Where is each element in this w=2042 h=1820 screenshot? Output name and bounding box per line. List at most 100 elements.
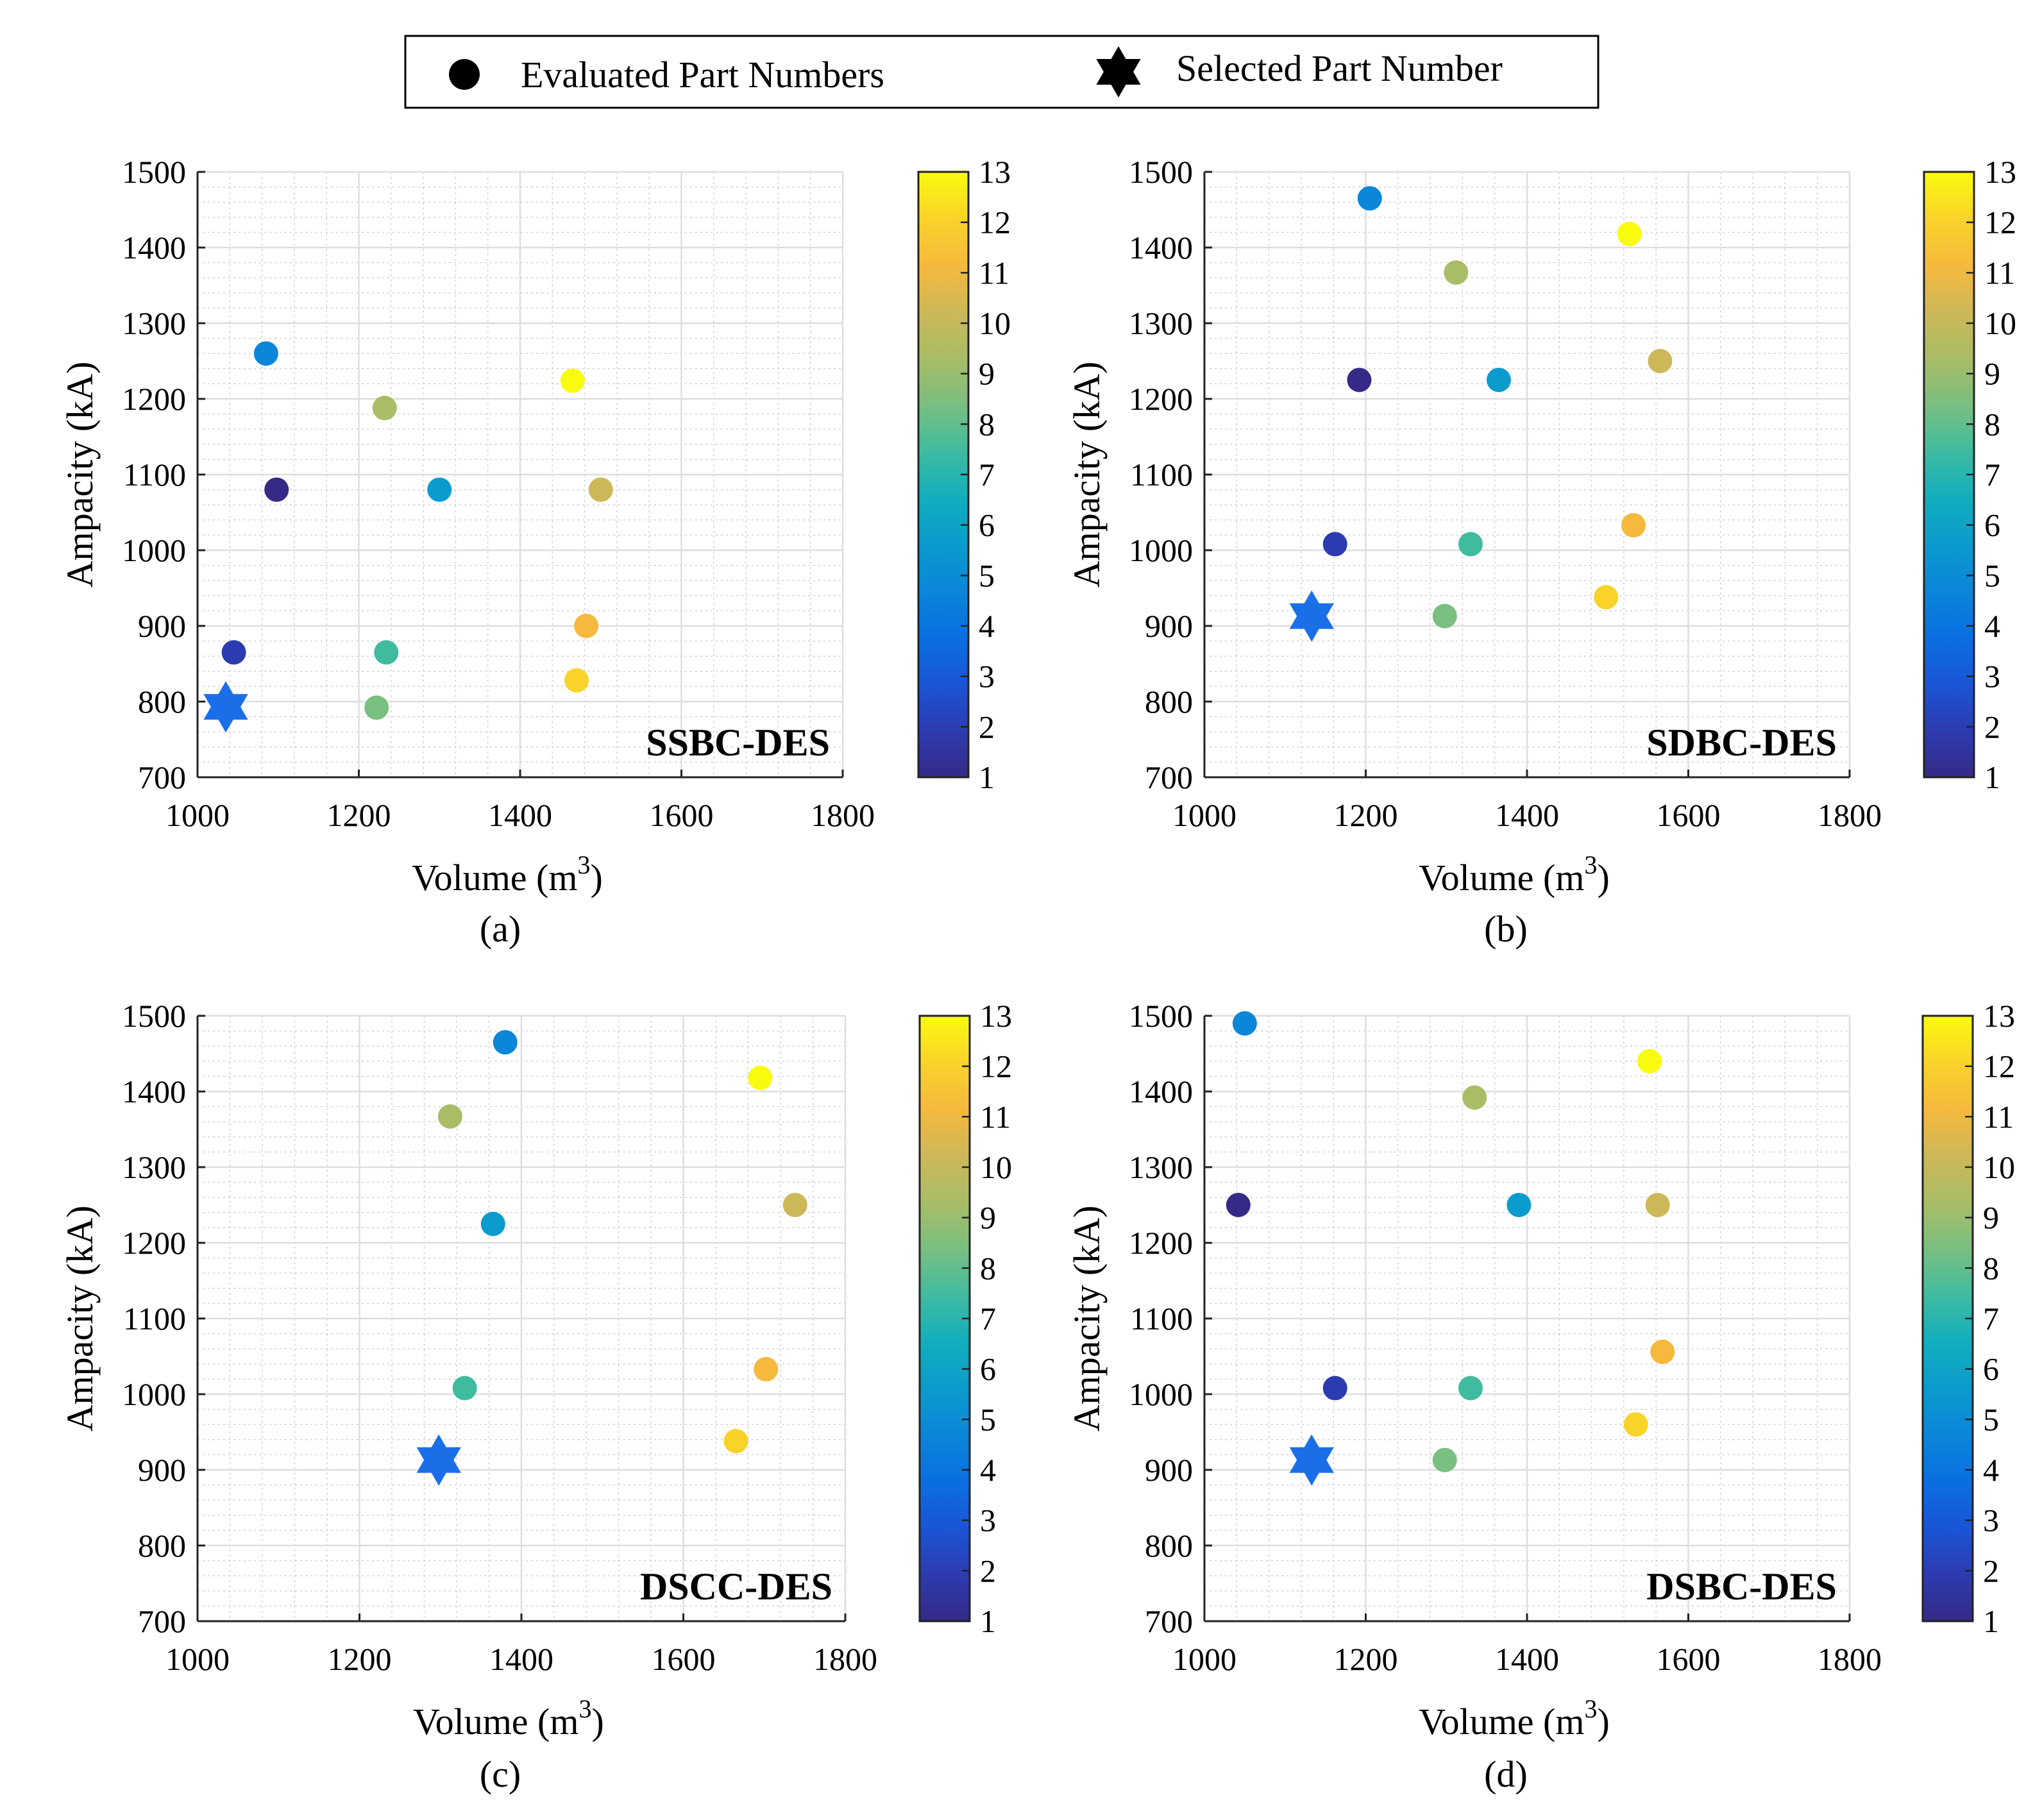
x-tick-label: 1200 bbox=[1334, 1641, 1398, 1677]
panel-title: SDBC-DES bbox=[1646, 721, 1837, 764]
colorbar-tick-label: 1 bbox=[979, 759, 995, 795]
colorbar-tick-label: 6 bbox=[980, 1351, 996, 1387]
colorbar-tick-label: 6 bbox=[979, 507, 995, 543]
x-axis-label: Volume (m3) bbox=[1419, 850, 1610, 898]
colorbar-tick-label: 6 bbox=[1984, 507, 2000, 543]
colorbar-tick-label: 13 bbox=[1983, 998, 2015, 1034]
colorbar-tick-label: 5 bbox=[1983, 1401, 1999, 1437]
x-tick-label: 1800 bbox=[811, 797, 875, 833]
x-axis-label: Volume (m3) bbox=[413, 1694, 604, 1742]
x-tick-label: 1000 bbox=[165, 797, 230, 833]
data-point bbox=[253, 341, 278, 366]
colorbar-tick-label: 12 bbox=[1983, 1049, 2015, 1084]
data-point bbox=[1322, 1376, 1347, 1401]
data-point bbox=[493, 1030, 518, 1055]
y-tick-label: 800 bbox=[138, 1528, 186, 1563]
data-point bbox=[452, 1376, 477, 1401]
data-point bbox=[754, 1357, 779, 1382]
selected-point-star bbox=[416, 1434, 461, 1486]
colorbar-tick-label: 3 bbox=[1983, 1503, 1999, 1538]
colorbar-tick-label: 4 bbox=[1983, 1452, 1999, 1488]
y-tick-label: 1000 bbox=[122, 532, 186, 568]
x-axis-label-end: ) bbox=[1597, 1701, 1609, 1742]
y-tick-label: 700 bbox=[1145, 759, 1193, 795]
colorbar-tick-label: 2 bbox=[980, 1553, 996, 1588]
y-tick-label: 1400 bbox=[122, 230, 186, 265]
chart-panel-1: 1000 1200 1400 1600 1800 700 800 900 1000 1100 120… bbox=[59, 154, 1011, 950]
colorbar-tick-label: 11 bbox=[979, 255, 1009, 291]
colorbar-tick-label: 4 bbox=[979, 608, 995, 644]
colorbar-tick-label: 1 bbox=[980, 1603, 996, 1639]
y-tick-label: 1000 bbox=[1129, 1376, 1193, 1412]
colorbar-tick-label: 8 bbox=[1983, 1250, 1999, 1286]
colorbar-tick-label: 10 bbox=[1984, 305, 2016, 341]
data-point bbox=[1458, 532, 1483, 557]
y-tick-label: 900 bbox=[138, 608, 186, 644]
colorbar-tick-label: 7 bbox=[1984, 457, 2000, 493]
panels: 1000 1200 1400 1600 180070080090010001100120… bbox=[59, 154, 2016, 1795]
panel-title: DSCC-DES bbox=[640, 1565, 832, 1608]
panel-title: SSBC-DES bbox=[646, 721, 830, 764]
x-tick-label: 1600 bbox=[1657, 1641, 1721, 1677]
colorbar-tick-label: 9 bbox=[1984, 356, 2000, 392]
colorbar-tick-label: 12 bbox=[979, 205, 1011, 240]
data-point bbox=[374, 640, 399, 665]
data-point bbox=[1226, 1193, 1251, 1217]
colorbar-tick-label: 5 bbox=[979, 557, 995, 593]
y-tick-label: 1000 bbox=[1129, 532, 1193, 568]
data-point bbox=[1637, 1049, 1662, 1074]
chart-panel-4: 1000 1200 1400 1600 1800 700 800 900 1000 1100 120… bbox=[1066, 998, 2015, 1795]
colorbar-tick-label: 8 bbox=[1984, 406, 2000, 442]
legend-selected-label: Selected Part Number bbox=[1176, 47, 1503, 89]
data-points bbox=[437, 1030, 807, 1454]
data-point bbox=[1462, 1085, 1487, 1110]
colorbar-tick-label: 2 bbox=[1983, 1553, 1999, 1588]
y-tick-label: 1200 bbox=[122, 381, 186, 417]
colorbar-tick-label: 4 bbox=[1984, 608, 2000, 644]
x-tick-label: 1400 bbox=[488, 797, 552, 833]
x-axis-label-main: Volume (m bbox=[1419, 857, 1584, 898]
x-tick-label: 1600 bbox=[650, 797, 714, 833]
legend-evaluated-label: Evaluated Part Numbers bbox=[521, 54, 884, 96]
data-point bbox=[427, 477, 452, 502]
y-tick-label: 1200 bbox=[122, 1225, 186, 1261]
selected-point-star bbox=[1289, 1434, 1334, 1486]
y-tick-label: 1400 bbox=[1129, 230, 1193, 265]
colorbar-tick-label: 3 bbox=[1984, 659, 2000, 695]
colorbar-tick-label: 2 bbox=[1984, 709, 2000, 745]
colorbar-tick-label: 10 bbox=[1983, 1149, 2015, 1185]
data-point bbox=[1357, 186, 1382, 211]
colorbar-tick-label: 13 bbox=[979, 154, 1011, 190]
data-point bbox=[1347, 367, 1372, 392]
colorbar-tick-label: 5 bbox=[1984, 557, 2000, 593]
data-point bbox=[1486, 367, 1511, 392]
y-tick-label: 1100 bbox=[123, 1301, 186, 1336]
y-tick-label: 1500 bbox=[1129, 154, 1193, 190]
x-axis-label-end: ) bbox=[1597, 857, 1609, 898]
data-point bbox=[1432, 1447, 1457, 1472]
y-axis-label: Ampacity (kA) bbox=[59, 362, 101, 588]
y-tick-label: 1100 bbox=[1130, 457, 1193, 493]
colorbar-tick-label: 9 bbox=[1983, 1200, 1999, 1236]
y-tick-label: 1300 bbox=[1129, 305, 1193, 341]
colorbar-tick-label: 7 bbox=[979, 457, 995, 493]
colorbar-tick-label: 5 bbox=[980, 1401, 996, 1437]
colorbar-tick-label: 10 bbox=[980, 1149, 1012, 1185]
colorbar-tick-label: 3 bbox=[979, 659, 995, 695]
y-tick-label: 800 bbox=[1145, 1528, 1193, 1563]
legend: Evaluated Part Numbers Selected Part Num… bbox=[404, 35, 1599, 109]
y-tick-label: 1400 bbox=[122, 1074, 186, 1109]
colorbar-tick-label: 1 bbox=[1983, 1603, 1999, 1639]
data-point bbox=[372, 396, 397, 421]
colorbar-tick-label: 12 bbox=[980, 1049, 1012, 1084]
x-axis-label: Volume (m3) bbox=[1419, 1694, 1610, 1742]
y-tick-label: 1000 bbox=[122, 1376, 186, 1412]
colorbar-tick-label: 13 bbox=[980, 998, 1012, 1034]
colorbar-tick-label: 11 bbox=[980, 1099, 1011, 1134]
data-point bbox=[1645, 1193, 1670, 1217]
data-point bbox=[782, 1193, 807, 1217]
